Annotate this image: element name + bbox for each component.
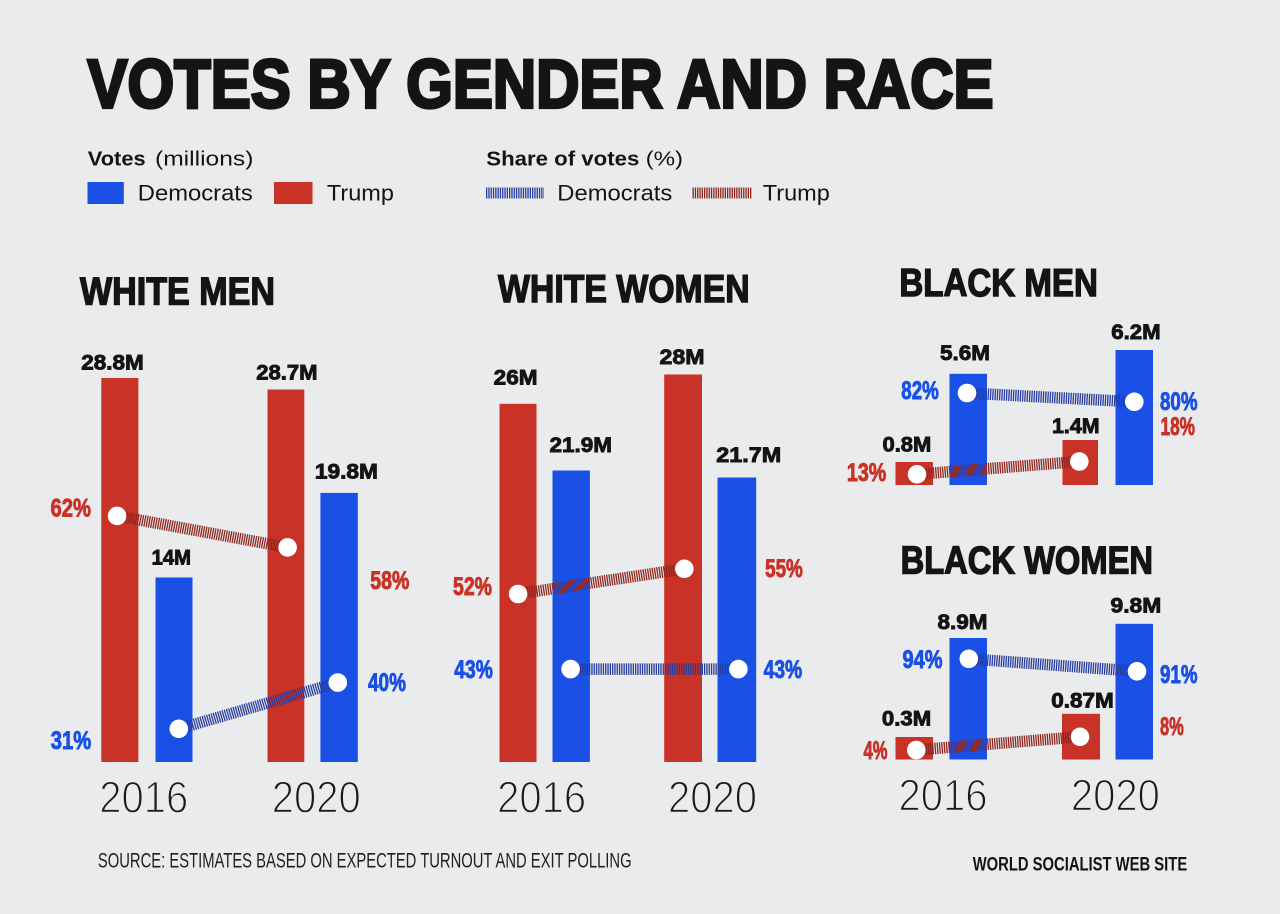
svg-text:8.9M: 8.9M [938,610,988,634]
svg-text:28.7M: 28.7M [256,361,317,385]
svg-text:31%: 31% [51,727,92,755]
svg-text:Votes(millions): Votes (millions) [88,149,254,171]
svg-text:43%: 43% [454,656,493,684]
svg-text:2020: 2020 [1071,772,1160,821]
svg-text:21.7M: 21.7M [716,443,781,467]
svg-text:14M: 14M [152,545,191,569]
svg-text:WHITE MEN: WHITE MEN [80,271,275,314]
svg-text:28M: 28M [660,345,705,369]
svg-text:82%: 82% [901,377,939,405]
svg-text:4%: 4% [864,737,888,765]
svg-text:Democrats: Democrats [138,181,253,206]
svg-text:Share of votes(%): Share of votes (%) [486,149,683,171]
svg-text:18%: 18% [1161,413,1196,441]
svg-text:Trump: Trump [327,181,394,206]
svg-text:62%: 62% [51,494,92,522]
svg-text:BLACK WOMEN: BLACK WOMEN [901,539,1153,582]
svg-text:Democrats: Democrats [557,181,672,206]
svg-text:0.3M: 0.3M [882,707,931,731]
svg-text:91%: 91% [1160,661,1198,689]
svg-text:SOURCE: ESTIMATES BASED ON EXP: SOURCE: ESTIMATES BASED ON EXPECTED TURN… [98,850,632,873]
svg-text:0.87M: 0.87M [1051,689,1114,713]
svg-text:6.2M: 6.2M [1111,320,1160,344]
svg-text:2016: 2016 [497,774,586,823]
svg-text:52%: 52% [453,573,492,601]
svg-text:28.8M: 28.8M [81,350,144,374]
svg-text:WORLD SOCIALIST WEB SITE: WORLD SOCIALIST WEB SITE [973,853,1187,875]
svg-text:80%: 80% [1160,388,1198,416]
svg-text:40%: 40% [368,669,406,697]
svg-text:2020: 2020 [668,774,757,823]
svg-text:94%: 94% [903,646,943,674]
svg-text:Trump: Trump [763,181,830,206]
svg-text:WHITE WOMEN: WHITE WOMEN [498,268,750,311]
svg-text:8%: 8% [1160,713,1184,741]
svg-text:2020: 2020 [272,774,361,823]
svg-text:55%: 55% [765,555,803,583]
svg-text:21.9M: 21.9M [550,433,613,457]
svg-text:2016: 2016 [99,774,188,823]
svg-text:26M: 26M [494,366,538,390]
svg-text:58%: 58% [370,567,409,595]
svg-text:VOTES BY GENDER AND RACE: VOTES BY GENDER AND RACE [88,46,994,123]
svg-text:9.8M: 9.8M [1111,594,1162,618]
svg-text:1.4M: 1.4M [1052,414,1100,438]
svg-text:0.8M: 0.8M [883,432,932,456]
svg-text:BLACK MEN: BLACK MEN [899,262,1098,305]
svg-text:13%: 13% [847,459,886,487]
svg-text:19.8M: 19.8M [315,459,378,483]
svg-text:2016: 2016 [899,772,988,821]
svg-text:43%: 43% [764,656,803,684]
svg-text:5.6M: 5.6M [940,341,990,365]
